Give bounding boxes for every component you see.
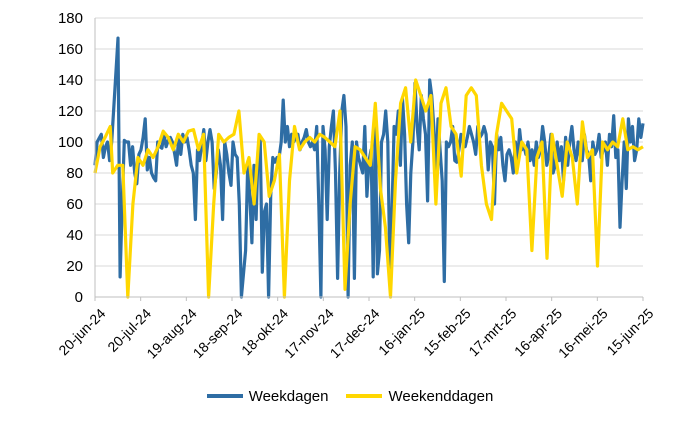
- x-tick-label: 15-jun-25: [603, 305, 656, 358]
- y-tick-label: 160: [58, 41, 83, 58]
- y-tick-label: 140: [58, 72, 83, 89]
- x-tick-label: 15-feb-25: [420, 305, 474, 359]
- y-axis-ticks: 0 20 40 60 80 100 120 140 160 180: [58, 10, 83, 306]
- y-tick-label: 0: [75, 289, 83, 306]
- x-tick-label: 17-dec-24: [327, 305, 383, 361]
- y-tick-label: 40: [66, 227, 83, 244]
- x-axis-ticks: 20-jun-2420-jul-2419-aug-2418-sep-2418-o…: [55, 297, 657, 362]
- legend-swatch-weekdagen: [206, 394, 243, 398]
- series-line-weekenddagen: [93, 78, 644, 299]
- x-tick-label: 17-mrt-25: [465, 305, 519, 359]
- legend-label-weekenddagen: Weekenddagen: [388, 387, 494, 405]
- legend: Weekdagen Weekenddagen: [0, 384, 700, 408]
- legend-label-weekdagen: Weekdagen: [248, 387, 329, 405]
- series-line-weekdagen: [93, 36, 645, 299]
- x-tick-label: 20-jun-24: [55, 305, 108, 358]
- x-tick-label: 16-mei-25: [555, 305, 611, 361]
- line-chart: 0 20 40 60 80 100 120 140 160 180 20-jun-2420-jul…: [55, 10, 657, 362]
- x-tick-label: 16-jan-25: [375, 305, 428, 358]
- series-lines: [93, 36, 645, 299]
- y-tick-label: 20: [66, 258, 83, 275]
- legend-item-weekenddagen: Weekenddagen: [346, 388, 493, 405]
- y-tick-label: 60: [66, 196, 83, 213]
- x-tick-label: 18-sep-24: [190, 305, 246, 361]
- x-tick-label: 19-aug-24: [143, 305, 200, 362]
- y-tick-label: 80: [66, 165, 83, 182]
- legend-swatch-weekenddagen: [346, 394, 383, 398]
- legend-item-weekdagen: Weekdagen: [206, 387, 329, 405]
- y-tick-label: 100: [58, 134, 83, 151]
- y-tick-label: 180: [58, 10, 83, 27]
- y-tick-label: 120: [58, 103, 83, 120]
